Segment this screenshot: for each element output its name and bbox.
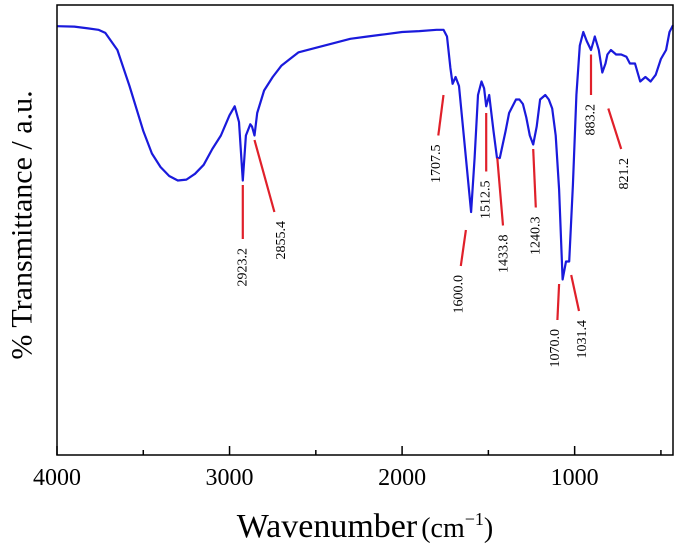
x-axis-title-close: ) — [484, 513, 493, 544]
x-axis: 4000 3000 2000 1000 — [33, 446, 662, 491]
y-axis-title: % Transmittance / a.u. — [6, 90, 39, 359]
peak-marker-line — [532, 148, 537, 208]
peak-label: 1433.8 — [496, 235, 511, 274]
x-axis-title-superscript: −1 — [465, 509, 484, 529]
peak-label: 1600.0 — [452, 275, 467, 314]
peak-marker-line — [607, 108, 623, 150]
x-tick-label: 3000 — [206, 465, 254, 491]
peak-label: 1070.0 — [548, 329, 563, 368]
x-axis-title-main: Wavenumber — [237, 508, 418, 545]
x-tick-label: 2000 — [378, 465, 426, 491]
peak-label: 1512.5 — [479, 181, 494, 220]
spectrum-line-0 — [56, 24, 674, 281]
peak-label: 1707.5 — [429, 145, 444, 184]
peak-label: 1031.4 — [575, 320, 590, 359]
peak-marker-line — [496, 157, 505, 226]
x-axis-title: Wavenumber (cm−1) — [237, 508, 493, 545]
peak-marker-line — [556, 283, 561, 321]
peak-marker-line — [437, 94, 445, 136]
x-tick-label: 4000 — [33, 465, 81, 491]
x-tick-label: 1000 — [551, 465, 599, 491]
peak-label: 821.2 — [617, 158, 632, 190]
peak-marker-line — [570, 274, 581, 312]
plot-area — [56, 24, 674, 281]
peak-marker-line — [253, 139, 276, 213]
plot-frame — [56, 4, 674, 456]
x-axis-title-unit: (cm — [421, 513, 465, 544]
peak-label: 2855.4 — [274, 221, 289, 260]
peak-label: 1240.3 — [528, 217, 543, 256]
peak-marker-line — [459, 229, 467, 267]
peak-label: 883.2 — [584, 104, 599, 136]
peak-label: 2923.2 — [235, 248, 250, 287]
